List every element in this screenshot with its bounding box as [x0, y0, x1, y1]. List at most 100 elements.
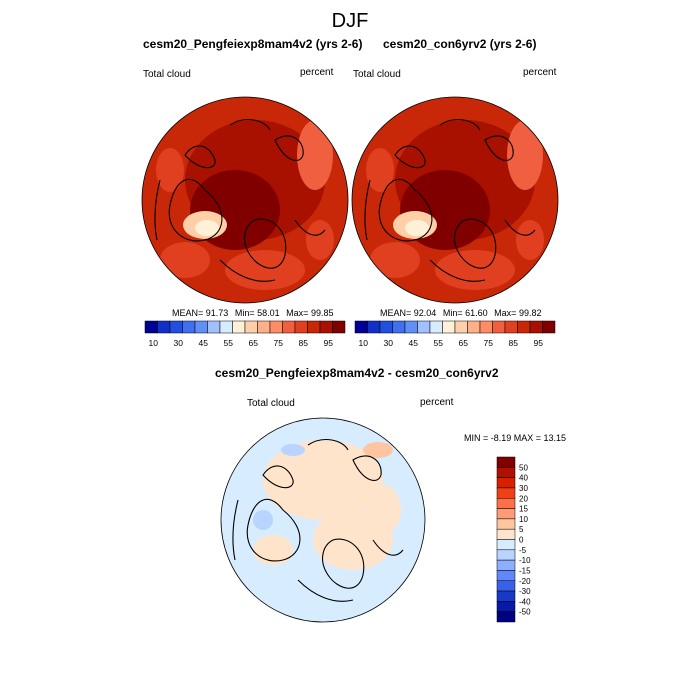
map3-coastline: [322, 538, 365, 589]
panel2-stats: MEAN= 92.04 Min= 61.60 Max= 99.82: [380, 308, 541, 318]
colorbar2-segment: [429, 320, 443, 334]
colorbar3-tick-label: -10: [519, 556, 531, 565]
colorbar1-segment: [194, 320, 208, 334]
colorbar3-segment: [496, 508, 516, 520]
panel2-max-value: 99.82: [518, 308, 542, 318]
colorbar3-tick-label: -5: [519, 546, 527, 555]
map1-contour-patch: [225, 250, 305, 290]
panel3-units-label: percent: [420, 397, 454, 408]
colorbar1-segment: [232, 320, 246, 334]
map2-coastline: [484, 135, 514, 161]
panel1-max-label: Max=: [286, 308, 309, 318]
map2-coastline: [394, 145, 426, 169]
map3-coastline: [297, 539, 404, 602]
colorbar3-tick-label: -40: [519, 597, 531, 606]
map3-coastline: [232, 439, 349, 561]
panel2-max-label: Max=: [494, 308, 517, 318]
colorbar2-segment: [367, 320, 381, 334]
colorbar2-tick-label: 75: [484, 338, 494, 348]
colorbar3-segment: [496, 559, 516, 571]
colorbar1-segment: [319, 320, 333, 334]
colorbar1-tick-label: 30: [174, 338, 184, 348]
map3-coastline: [246, 498, 301, 562]
colorbar2-segment: [379, 320, 393, 334]
map3-field: [221, 418, 425, 622]
colorbar3-segment: [496, 477, 516, 489]
map2-coastline: [429, 219, 536, 282]
map1-contour-patch: [156, 148, 184, 192]
colorbar2-tick-label: 85: [509, 338, 519, 348]
map1-contour-patch: [160, 242, 210, 278]
panel1-mean-value: 91.73: [205, 308, 229, 318]
colorbar1-segment: [282, 320, 296, 334]
colorbar1-tick-label: 10: [149, 338, 159, 348]
colorbar2-segment: [542, 320, 556, 334]
panel1-variable-label: Total cloud: [143, 69, 191, 80]
map1-border: [141, 96, 349, 304]
map2-contour-patch: [366, 148, 394, 192]
colorbar3-segment: [496, 456, 516, 468]
panel1-title: cesm20_Pengfeiexp8mam4v2 (yrs 2-6): [143, 37, 363, 51]
panel3-title: cesm20_Pengfeiexp8mam4v2 - cesm20_con6yr…: [215, 366, 499, 380]
colorbar2-tick-label: 95: [534, 338, 544, 348]
colorbar3-segment: [496, 518, 516, 530]
colorbar1-segment: [144, 320, 158, 334]
colorbar2-segment: [467, 320, 481, 334]
colorbar1-tick-label: 85: [299, 338, 309, 348]
colorbar1-segment: [182, 320, 196, 334]
map2-coastline: [378, 178, 433, 242]
colorbar3-segment: [496, 528, 516, 540]
colorbar3-tick-label: -30: [519, 587, 531, 596]
panel1-max-value: 99.85: [310, 308, 334, 318]
colorbar2-tick-label: 30: [384, 338, 394, 348]
colorbar1-segment: [207, 320, 221, 334]
map3-border: [220, 417, 426, 623]
colorbar2-segment: [392, 320, 406, 334]
panel2-mean-label: MEAN=: [380, 308, 412, 318]
map2-border: [351, 96, 559, 304]
colorbar3-segment: [496, 549, 516, 561]
map2-contour-patch: [516, 220, 544, 260]
colorbar2-tick-label: 55: [434, 338, 444, 348]
map3-coastline: [262, 465, 294, 489]
panel2-title: cesm20_con6yrv2 (yrs 2-6): [383, 37, 537, 51]
panel2-min-value: 61.60: [465, 308, 488, 318]
colorbar1-segment: [294, 320, 308, 334]
colorbar3-tick-label: 30: [519, 484, 528, 493]
colorbar2-tick-label: 65: [459, 338, 469, 348]
panel2-units-label: percent: [523, 67, 557, 78]
colorbar1-tick-label: 65: [249, 338, 259, 348]
colorbar3-segment: [496, 467, 516, 478]
map2-contour-patch: [435, 250, 515, 290]
map3-coastline: [352, 455, 382, 481]
colorbar1-segment: [219, 320, 233, 334]
map2-contour-patch: [507, 120, 543, 190]
panel3-minmax-stats: MIN = -8.19 MAX = 13.15: [464, 433, 567, 443]
colorbar2-segment: [454, 320, 468, 334]
colorbar2-segment: [354, 320, 368, 334]
map1-coastline: [274, 135, 304, 161]
colorbar3-tick-label: -50: [519, 608, 531, 617]
colorbar3-segment: [496, 570, 516, 581]
colorbar1-tick-label: 95: [324, 338, 334, 348]
colorbar1-segment: [332, 320, 346, 334]
colorbar1-tick-label: 55: [224, 338, 234, 348]
colorbar2-tick-label: 45: [409, 338, 419, 348]
map1-contour-patch: [195, 220, 219, 236]
colorbar2-tick-label: 10: [359, 338, 369, 348]
colorbar3-tick-label: 15: [519, 505, 528, 514]
map3-contour-patch: [365, 485, 401, 535]
colorbar2-segment: [517, 320, 531, 334]
map2-contour-patch: [405, 220, 429, 236]
colorbar3-tick-label: 5: [519, 525, 524, 534]
colorbar2-segment: [442, 320, 456, 334]
colorbar3-tick-label: -20: [519, 577, 531, 586]
panel2-min-label: Min=: [442, 308, 463, 318]
colorbar1-segment: [157, 320, 171, 334]
colorbar2-segment: [529, 320, 543, 334]
colorbar1-tick-label: 75: [274, 338, 284, 348]
colorbar1-segment: [257, 320, 271, 334]
colorbar3-segment: [496, 539, 516, 551]
figure-title: DJF: [331, 10, 369, 32]
